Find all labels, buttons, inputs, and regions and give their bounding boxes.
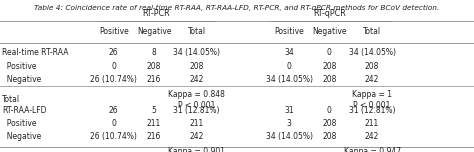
Text: 0: 0 (327, 106, 332, 116)
Text: 34 (14.05%): 34 (14.05%) (173, 48, 220, 57)
Text: 34 (14.05%): 34 (14.05%) (348, 48, 396, 57)
Text: Positive: Positive (99, 27, 128, 36)
Text: 208: 208 (322, 62, 337, 71)
Text: Kappa = 1
P < 0.001: Kappa = 1 P < 0.001 (352, 90, 392, 110)
Text: 26 (10.74%): 26 (10.74%) (91, 132, 137, 141)
Text: 26 (10.74%): 26 (10.74%) (91, 75, 137, 84)
Text: Total: Total (2, 95, 20, 104)
Text: Total: Total (363, 27, 381, 36)
Text: 34 (14.05%): 34 (14.05%) (265, 132, 313, 141)
Text: Total: Total (188, 27, 206, 36)
Text: 31: 31 (284, 106, 294, 116)
Text: 208: 208 (190, 62, 204, 71)
Text: 0: 0 (111, 62, 116, 71)
Text: Kappa = 0.901
P < 0.001: Kappa = 0.901 P < 0.001 (168, 147, 225, 152)
Text: Positive: Positive (2, 119, 37, 128)
Text: 31 (12.81%): 31 (12.81%) (349, 106, 395, 116)
Text: 0: 0 (287, 62, 292, 71)
Text: 211: 211 (365, 119, 379, 128)
Text: Kappa = 0.848
P < 0.001: Kappa = 0.848 P < 0.001 (168, 90, 225, 110)
Text: 26: 26 (109, 106, 118, 116)
Text: Negative: Negative (137, 27, 171, 36)
Text: 34 (14.05%): 34 (14.05%) (265, 75, 313, 84)
Text: 242: 242 (365, 132, 379, 141)
Text: 216: 216 (147, 75, 161, 84)
Text: 216: 216 (147, 132, 161, 141)
Text: Negative: Negative (2, 75, 42, 84)
Text: Real-time RT-RAA: Real-time RT-RAA (2, 48, 69, 57)
Text: 5: 5 (152, 106, 156, 116)
Text: 211: 211 (147, 119, 161, 128)
Text: 208: 208 (322, 75, 337, 84)
Text: 208: 208 (322, 119, 337, 128)
Text: Table 4: Coincidence rate of real-time RT-RAA, RT-RAA-LFD, RT-PCR, and RT-qPCR m: Table 4: Coincidence rate of real-time R… (35, 5, 439, 11)
Text: 242: 242 (365, 75, 379, 84)
Text: Positive: Positive (2, 62, 37, 71)
Text: 0: 0 (111, 119, 116, 128)
Text: RT-RAA-LFD: RT-RAA-LFD (2, 106, 47, 116)
Text: Kappa = 0.947
P < 0.001: Kappa = 0.947 P < 0.001 (344, 147, 401, 152)
Text: 34: 34 (284, 48, 294, 57)
Text: 3: 3 (287, 119, 292, 128)
Text: 208: 208 (147, 62, 161, 71)
Text: 211: 211 (190, 119, 204, 128)
Text: 26: 26 (109, 48, 118, 57)
Text: RT-qPCR: RT-qPCR (313, 9, 346, 18)
Text: RT-PCR: RT-PCR (143, 9, 170, 18)
Text: 8: 8 (152, 48, 156, 57)
Text: 208: 208 (322, 132, 337, 141)
Text: Negative: Negative (2, 132, 42, 141)
Text: Positive: Positive (274, 27, 304, 36)
Text: 208: 208 (365, 62, 379, 71)
Text: 31 (12.81%): 31 (12.81%) (173, 106, 220, 116)
Text: 0: 0 (327, 48, 332, 57)
Text: Negative: Negative (312, 27, 346, 36)
Text: 242: 242 (190, 132, 204, 141)
Text: 242: 242 (190, 75, 204, 84)
